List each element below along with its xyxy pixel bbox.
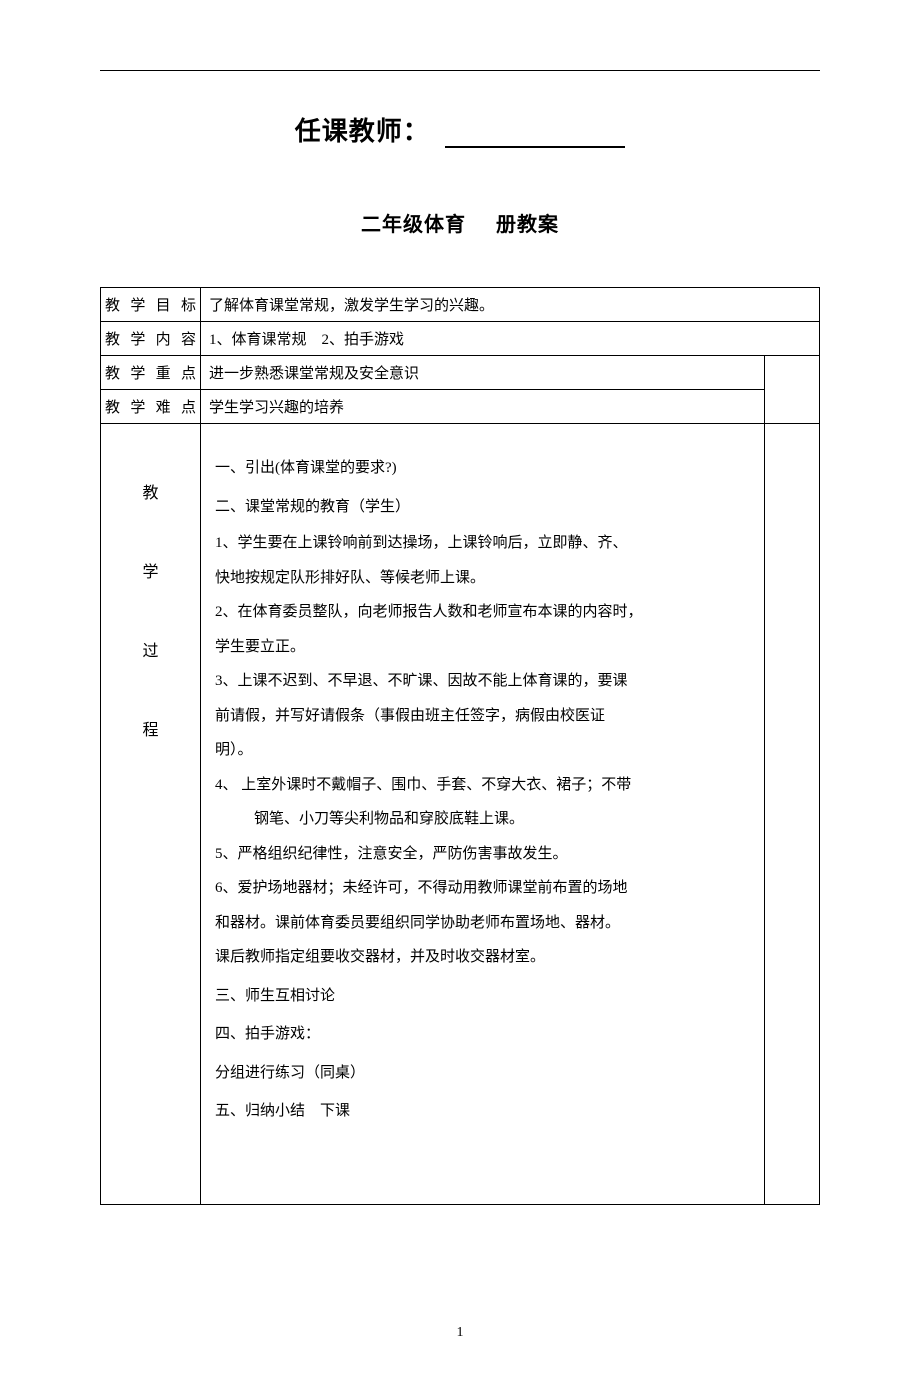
process-line: 3、上课不迟到、不早退、不旷课、因故不能上体育课的，要课 bbox=[215, 667, 750, 696]
label-char: 点 bbox=[181, 396, 196, 417]
label-char: 教 bbox=[105, 328, 120, 349]
label-char: 学 bbox=[130, 328, 145, 349]
focus-value: 进一步熟悉课堂常规及安全意识 bbox=[201, 356, 765, 390]
process-line: 二、课堂常规的教育（学生） bbox=[215, 493, 750, 522]
process-line: 前请假，并写好请假条（事假由班主任签字，病假由校医证 bbox=[215, 702, 750, 731]
process-line: 2、在体育委员整队，向老师报告人数和老师宣布本课的内容时， bbox=[215, 598, 750, 627]
label-char: 难 bbox=[156, 396, 171, 417]
document-subtitle: 二年级体育 册教案 bbox=[100, 208, 820, 237]
label-char: 目 bbox=[156, 294, 171, 315]
label-char: 标 bbox=[181, 294, 196, 315]
process-content-cell: 一、引出(体育课堂的要求?) 二、课堂常规的教育（学生） 1、学生要在上课铃响前… bbox=[201, 424, 765, 1205]
goal-label-cell: 教 学 目 标 bbox=[101, 288, 201, 322]
subtitle-right: 册教案 bbox=[496, 214, 559, 236]
process-line: 课后教师指定组要收交器材，并及时收交器材室。 bbox=[215, 943, 750, 972]
lesson-plan-table: 教 学 目 标 了解体育课堂常规，激发学生学习的兴趣。 教 学 内 容 1、体育… bbox=[100, 287, 820, 1205]
empty-side-cell bbox=[765, 424, 820, 1205]
process-line: 四、拍手游戏： bbox=[215, 1020, 750, 1049]
label-char: 学 bbox=[130, 396, 145, 417]
process-line: 1、学生要在上课铃响前到达操场，上课铃响后，立即静、齐、 bbox=[215, 529, 750, 558]
label-char: 学 bbox=[130, 362, 145, 383]
teacher-header: 任课教师： bbox=[100, 111, 820, 148]
table-row: 教 学 目 标 了解体育课堂常规，激发学生学习的兴趣。 bbox=[101, 288, 820, 322]
process-line: 5、严格组织纪律性，注意安全，严防伤害事故发生。 bbox=[215, 840, 750, 869]
table-row: 教 学 重 点 进一步熟悉课堂常规及安全意识 bbox=[101, 356, 820, 390]
teacher-label: 任课教师： bbox=[295, 117, 430, 146]
label-char: 学 bbox=[130, 294, 145, 315]
goal-value: 了解体育课堂常规，激发学生学习的兴趣。 bbox=[201, 288, 820, 322]
process-line: 4、 上室外课时不戴帽子、围巾、手套、不穿大衣、裙子；不带 bbox=[215, 771, 750, 800]
process-line: 6、爱护场地器材；未经许可，不得动用教师课堂前布置的场地 bbox=[215, 874, 750, 903]
empty-side-cell bbox=[765, 356, 820, 424]
label-char: 过 bbox=[101, 637, 200, 661]
table-row: 教 学 内 容 1、体育课常规 2、拍手游戏 bbox=[101, 322, 820, 356]
process-line: 钢笔、小刀等尖利物品和穿胶底鞋上课。 bbox=[215, 805, 750, 834]
difficulty-value: 学生学习兴趣的培养 bbox=[201, 390, 765, 424]
label-char: 教 bbox=[101, 479, 200, 503]
table-row: 教 学 过 程 一、引出(体育课堂的要求?) 二、课堂常规的教育（学生） 1、学… bbox=[101, 424, 820, 1205]
content-label-cell: 教 学 内 容 bbox=[101, 322, 201, 356]
process-label-cell: 教 学 过 程 bbox=[101, 424, 201, 1205]
page-number: 1 bbox=[100, 1325, 820, 1341]
focus-label-cell: 教 学 重 点 bbox=[101, 356, 201, 390]
label-char: 重 bbox=[156, 362, 171, 383]
label-char: 程 bbox=[101, 716, 200, 740]
label-char: 内 bbox=[156, 328, 171, 349]
subtitle-left: 二年级体育 bbox=[361, 214, 466, 236]
label-char: 教 bbox=[105, 396, 120, 417]
content-value: 1、体育课常规 2、拍手游戏 bbox=[201, 322, 820, 356]
difficulty-label-cell: 教 学 难 点 bbox=[101, 390, 201, 424]
teacher-name-blank bbox=[445, 117, 625, 148]
process-line: 分组进行练习（同桌） bbox=[215, 1059, 750, 1088]
process-line: 明）。 bbox=[215, 736, 750, 765]
process-line: 五、归纳小结 下课 bbox=[215, 1097, 750, 1126]
top-horizontal-rule bbox=[100, 70, 820, 71]
label-char: 教 bbox=[105, 294, 120, 315]
label-char: 容 bbox=[181, 328, 196, 349]
label-char: 点 bbox=[181, 362, 196, 383]
table-row: 教 学 难 点 学生学习兴趣的培养 bbox=[101, 390, 820, 424]
label-char: 教 bbox=[105, 362, 120, 383]
process-line: 和器材。课前体育委员要组织同学协助老师布置场地、器材。 bbox=[215, 909, 750, 938]
process-line: 一、引出(体育课堂的要求?) bbox=[215, 454, 750, 483]
process-line: 学生要立正。 bbox=[215, 633, 750, 662]
label-char: 学 bbox=[101, 558, 200, 582]
process-line: 三、师生互相讨论 bbox=[215, 982, 750, 1011]
process-line: 快地按规定队形排好队、等候老师上课。 bbox=[215, 564, 750, 593]
